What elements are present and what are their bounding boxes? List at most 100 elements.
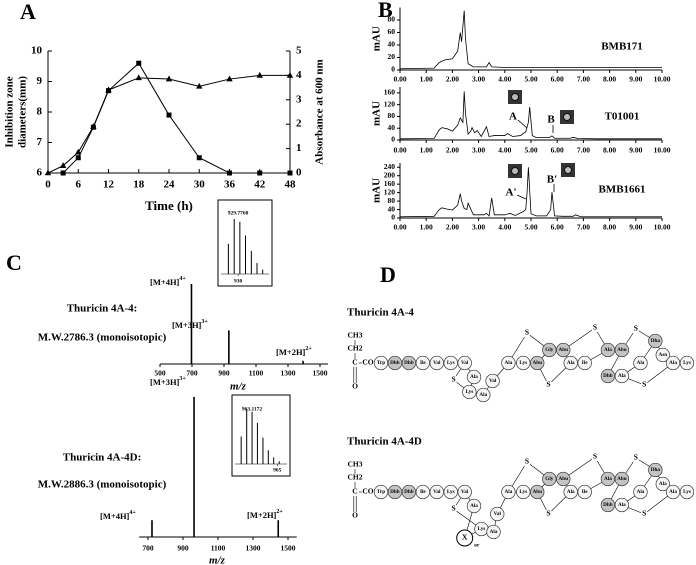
y-tick-label: 9	[37, 75, 43, 87]
triangle-marker	[256, 71, 263, 78]
residue-label: Abu	[617, 347, 627, 353]
x-tick-label: 2.00	[446, 146, 459, 155]
x-tick-label: 1.00	[420, 75, 433, 84]
triangle-marker	[165, 75, 173, 82]
charge: 4+	[129, 510, 136, 516]
x-tick-label: 7.00	[577, 146, 590, 155]
x-tick-label: 1300	[281, 369, 296, 378]
x-tick-label: 7.00	[577, 223, 590, 232]
structure-name: Thuricin 4A-4	[347, 307, 414, 319]
sulfur-label: S	[525, 328, 529, 337]
sulfur-label: S	[642, 380, 646, 389]
x-tick-label: 2.00	[446, 223, 459, 232]
residue-label: Ala	[659, 481, 667, 487]
residue-label: Ala	[505, 360, 513, 366]
x-tick-label: 42	[254, 179, 266, 191]
x-tick-label: 900	[177, 544, 189, 553]
residue	[516, 355, 531, 371]
y-tick-label: 40	[388, 40, 396, 49]
square-marker	[227, 170, 232, 176]
x-tick-label: 1500	[313, 369, 328, 378]
sulfur-bg	[545, 510, 552, 518]
x-tick-label: 0.00	[393, 75, 406, 84]
y-tick-label: 80	[388, 15, 396, 24]
residue-label: Lys	[519, 489, 527, 495]
trace	[399, 167, 662, 218]
residue	[679, 355, 695, 371]
residue-label: Abu	[617, 476, 627, 482]
x-tick-label: 5.00	[524, 75, 537, 84]
n-term-group: CH3	[348, 460, 363, 469]
sulfur-label: S	[642, 509, 646, 518]
n-term-group: CH3	[348, 331, 363, 340]
n-term-group: CH2	[348, 344, 363, 353]
trace	[399, 10, 662, 70]
sulfur-bg	[591, 324, 598, 332]
residue-label: Val	[461, 489, 469, 495]
n-term-group: O	[352, 511, 358, 520]
residue-label: Asn	[658, 352, 667, 358]
n-term-group: CH2	[348, 473, 363, 482]
triangle-marker	[286, 71, 294, 78]
residue-label: Trp	[377, 489, 385, 495]
residue-label: Dhb	[603, 502, 613, 508]
sulfur-bg	[632, 325, 639, 333]
y2-axis-label: Absorbance at 600 nm	[314, 59, 326, 164]
residue	[600, 342, 616, 358]
sulfur-bg	[524, 329, 531, 337]
residue-label: Gly	[545, 476, 553, 482]
residue-label: Dhb	[390, 360, 400, 366]
y-tick-label: 0	[391, 135, 395, 144]
molecular-weight: M.W.2786.3 (monoisotopic)	[38, 332, 167, 344]
x-tick-label: 8.00	[603, 75, 616, 84]
square-marker	[136, 60, 142, 66]
compound-name: Thuricin 4A-4D:	[63, 452, 142, 464]
y-axis-label: diameters(mm)	[17, 76, 29, 148]
ion: [M+2H]	[276, 347, 306, 357]
x-tick-label: 36	[224, 179, 236, 191]
x-tick-label: 9.00	[629, 75, 642, 84]
square-marker	[75, 155, 81, 161]
y-tick-label: 0	[391, 65, 395, 74]
x-tick-label: 48	[285, 179, 297, 191]
y-tick-label: 240	[384, 162, 396, 171]
x-tick-label: 500	[154, 369, 166, 378]
residue-label: Lys	[683, 489, 691, 495]
residue	[466, 498, 482, 514]
charge: 4+	[179, 276, 186, 282]
charge: 3+	[201, 319, 208, 325]
square-marker	[287, 170, 293, 176]
residue	[655, 347, 670, 363]
y-tick-label: 8	[37, 106, 43, 118]
y2-tick-label: 3	[296, 93, 302, 105]
residue	[633, 484, 648, 500]
residue-label: Ala	[637, 489, 645, 495]
x-tick-label: 1.00	[420, 223, 433, 232]
x-tick-label: 30	[194, 179, 206, 191]
y-tick-label: 160	[384, 88, 396, 97]
zone-image-spot	[563, 113, 571, 121]
ion-label: [M+4H]4+	[100, 510, 136, 521]
residue	[476, 387, 491, 403]
y-axis-label: mAU	[371, 26, 383, 51]
x-axis-label: m/z	[209, 555, 226, 565]
trace	[399, 91, 662, 140]
y-tick-label: 120	[384, 187, 396, 196]
x-tick-label: 6.00	[551, 75, 564, 84]
n-term-group: C	[352, 487, 357, 496]
y-tick-label: 0	[391, 213, 395, 222]
y-tick-label: 120	[384, 99, 396, 108]
residue	[530, 484, 545, 500]
peak-annotation: A	[509, 111, 517, 123]
residue-label: Val	[461, 360, 469, 366]
sulfur-bg	[545, 381, 552, 389]
residue-label: Ile	[420, 360, 426, 366]
ion-label: [M+2H]2+	[276, 346, 312, 357]
x-tick-label: 1100	[211, 544, 226, 553]
x-tick-label: 3.00	[472, 75, 485, 84]
residue-label: Ile	[420, 489, 426, 495]
zone-image-spot	[511, 167, 519, 175]
inset-tick-label: 930	[234, 278, 243, 284]
x-tick-label: 12	[103, 179, 115, 191]
x-tick-label: 18	[133, 179, 145, 191]
